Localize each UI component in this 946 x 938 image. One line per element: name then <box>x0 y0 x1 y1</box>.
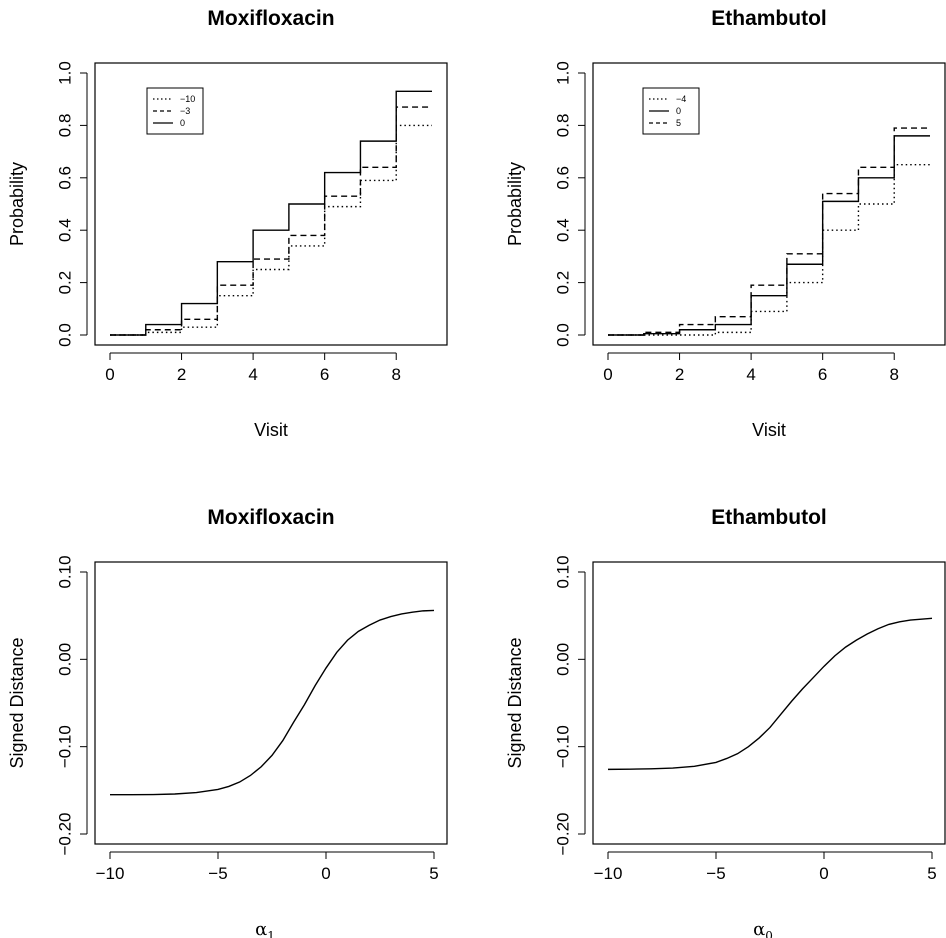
legend-label: −4 <box>676 94 686 104</box>
y-tick-label: 0.4 <box>554 218 573 242</box>
x-tick-label: 6 <box>818 365 827 384</box>
legend-label: −3 <box>180 106 190 116</box>
y-tick-label: −0.10 <box>554 725 573 768</box>
chart-panel-4: Ethambutol −10 −5 0 5 −0.20 −0.10 0.00 0.10 Signe… <box>505 506 946 938</box>
x-tick-label: 5 <box>927 864 936 883</box>
y-tick-label: 0.8 <box>56 114 75 138</box>
x-axis-label-subscript: 0 <box>765 929 773 938</box>
y-tick-label: 1.0 <box>56 61 75 85</box>
legend: −10 −3 0 <box>146 87 204 135</box>
x-tick-label: 2 <box>675 365 684 384</box>
series-line-1 <box>608 164 930 336</box>
plot-frame <box>94 561 448 845</box>
x-tick-label: 0 <box>105 365 114 384</box>
y-tick-label: −0.20 <box>554 812 573 855</box>
y-tick-label: 0.4 <box>56 218 75 242</box>
x-tick-label: −10 <box>96 864 125 883</box>
y-tick-label: 0.0 <box>56 323 75 347</box>
y-tick-label: 0.00 <box>554 643 573 676</box>
x-tick-label: 2 <box>177 365 186 384</box>
plot-frame <box>592 561 946 845</box>
y-tick-label: 0.8 <box>554 114 573 138</box>
x-tick-label: −10 <box>594 864 623 883</box>
series-line-1 <box>110 609 435 796</box>
chart-panel-3: Moxifloxacin −10 −5 0 5 −0.20 −0.10 0.00 0.10 Sig… <box>7 506 448 938</box>
x-tick-label: −5 <box>208 864 227 883</box>
x-axis-label-symbol: α <box>753 919 765 938</box>
x-axis-label-symbol: α <box>255 919 267 938</box>
legend-label: 5 <box>676 118 681 128</box>
y-tick-label: 0.6 <box>554 166 573 190</box>
x-axis-label: Visit <box>752 420 786 440</box>
y-tick-label: −0.20 <box>56 812 75 855</box>
chart-title: Moxifloxacin <box>207 7 334 30</box>
legend-label: 0 <box>180 118 185 128</box>
y-tick-label: 0.00 <box>56 643 75 676</box>
y-axis-label: Signed Distance <box>7 637 27 768</box>
chart-panel-1: Moxifloxacin 0 2 4 6 8 0.0 0.2 0.4 0.6 0.8 1.0 Proba… <box>7 7 448 440</box>
x-tick-label: 8 <box>889 365 898 384</box>
legend-label: 0 <box>676 106 681 116</box>
y-tick-label: 0.10 <box>554 555 573 588</box>
y-axis-label: Probability <box>7 162 27 246</box>
x-axis-label: α0 <box>753 919 773 938</box>
y-tick-label: 0.2 <box>56 271 75 295</box>
x-axis-label-subscript: 1 <box>267 929 275 938</box>
series-line-3 <box>110 90 432 336</box>
y-tick-label: 0.6 <box>56 166 75 190</box>
x-tick-label: 0 <box>321 864 330 883</box>
series-line-1 <box>607 617 933 771</box>
y-tick-label: 0.10 <box>56 555 75 588</box>
chart-title: Ethambutol <box>711 7 827 30</box>
x-tick-label: 8 <box>391 365 400 384</box>
chart-title: Ethambutol <box>711 506 827 529</box>
legend-label: −10 <box>180 94 195 104</box>
x-tick-label: −5 <box>706 864 725 883</box>
y-tick-label: −0.10 <box>56 725 75 768</box>
x-tick-label: 0 <box>603 365 612 384</box>
y-tick-label: 0.2 <box>554 271 573 295</box>
chart-title: Moxifloxacin <box>207 506 334 529</box>
chart-panel-2: Ethambutol 0 2 4 6 8 0.0 0.2 0.4 0.6 0.8 1.0 Probabi… <box>505 7 946 440</box>
series-line-3 <box>608 127 930 336</box>
y-tick-label: 1.0 <box>554 61 573 85</box>
plot-frame <box>94 62 448 346</box>
series-line-1 <box>110 124 432 336</box>
y-tick-label: 0.0 <box>554 323 573 347</box>
series-line-2 <box>608 135 930 336</box>
x-tick-label: 6 <box>320 365 329 384</box>
x-axis-label: Visit <box>254 420 288 440</box>
x-tick-label: 4 <box>746 365 755 384</box>
legend: −4 0 5 <box>642 87 700 135</box>
x-axis-label: α1 <box>255 919 275 938</box>
series-line-2 <box>110 106 432 336</box>
x-tick-label: 5 <box>429 864 438 883</box>
y-axis-label: Probability <box>505 162 525 246</box>
x-tick-label: 0 <box>819 864 828 883</box>
x-tick-label: 4 <box>248 365 257 384</box>
y-axis-label: Signed Distance <box>505 637 525 768</box>
plot-frame <box>592 62 946 346</box>
